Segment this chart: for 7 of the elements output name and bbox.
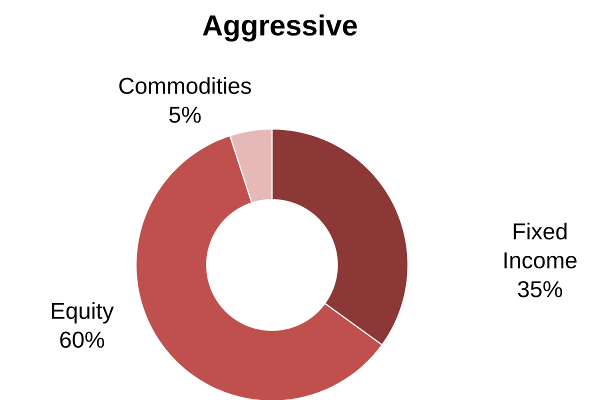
data-label: 60% [60,332,104,348]
slice-label: Fixed Income [504,222,577,268]
slice-label: Commodities [119,77,251,94]
data-label: 35% [518,281,562,298]
chart-title: Aggressive [202,14,357,42]
slice-label: Equity [52,302,114,324]
data-label: 5% [169,106,201,123]
